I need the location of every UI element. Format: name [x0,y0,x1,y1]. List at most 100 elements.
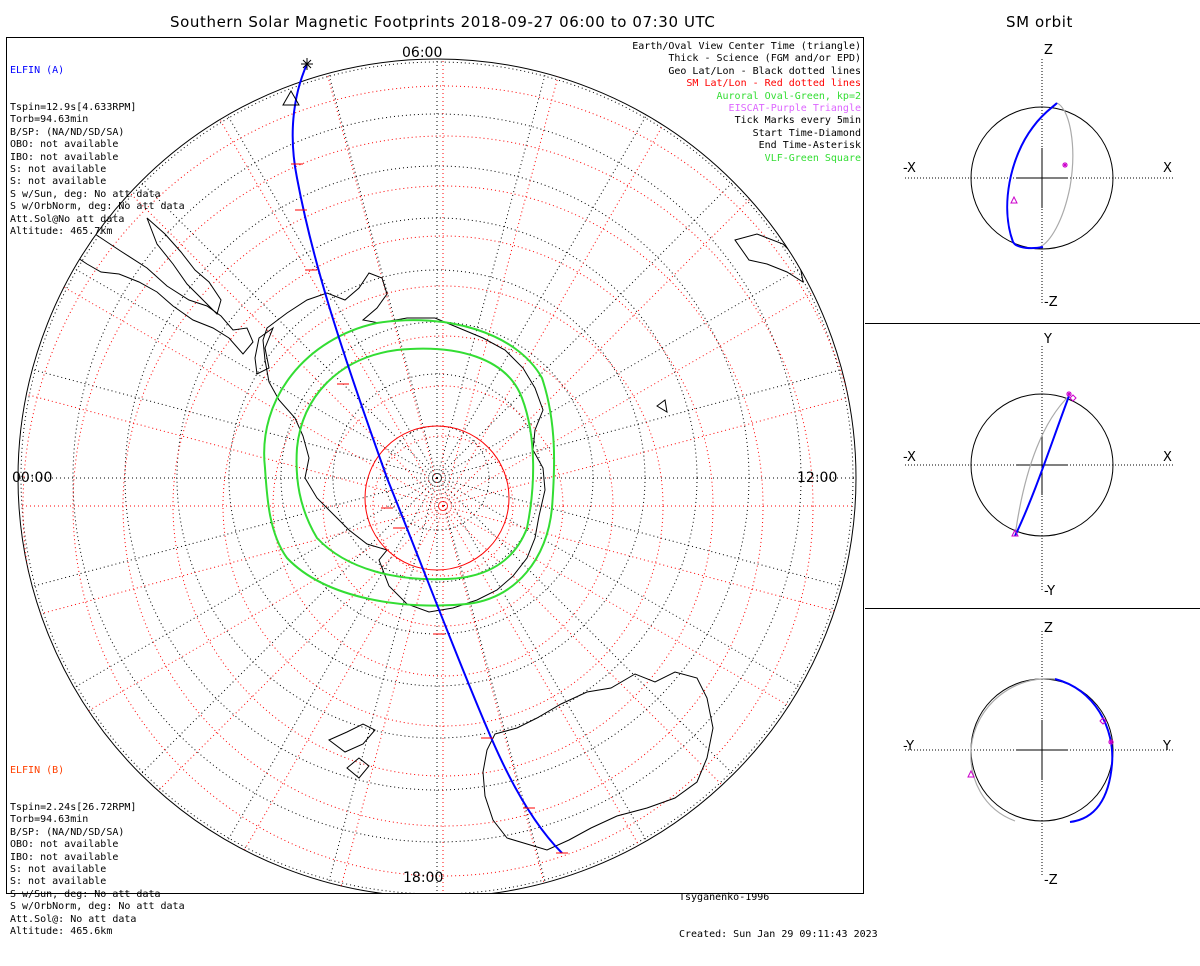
sm-lat-circle [272,335,614,677]
orbit-yz-plot [905,631,1175,877]
orbit-asterisk [1062,162,1068,168]
orbit-panel-yz: Z -Z -Y Y [865,608,1200,895]
orbit-gray [1039,102,1074,248]
geo-meridian [221,105,438,479]
orbit-triangle [1011,528,1019,537]
elfin-a-info-line: Att.Sol@No att data [10,213,125,225]
sm-meridian [442,505,856,626]
orbit-asterisk [1066,391,1072,397]
footer: Tsyganenko-1996 Created: Sun Jan 29 09:1… [679,867,878,966]
elfin-a-info-line: OBO: not available [10,139,119,151]
axis-right: X [1163,450,1172,465]
orbit-diamond [1069,394,1077,402]
elfin-b-info-line: Torb=94.63min [10,814,89,826]
legend-entry: End Time-Asterisk [758,140,861,152]
sm-meridian [442,505,769,832]
track-line [291,63,563,854]
orbit-gray [970,678,1056,822]
elfin-b-info-line: S: not available [10,864,107,876]
geo-meridian [325,477,438,893]
elfin-b-info-line: S w/Sun, deg: No att data [10,888,161,900]
elfin-a-info-line: S w/OrbNorm, deg: No att data [10,201,185,213]
elfin-a-lines: Tspin=12.9s[4.633RPM] Torb=94.63min B/SP: … [10,102,185,238]
geo-meridian [436,173,742,479]
legend: Earth/Oval View Center Time (triangle) Th… [632,41,861,165]
elfin-a-info-line: B/SP: (NA/ND/SD/SA) [10,126,125,138]
sm-meridian [323,505,444,893]
geo-meridian [221,477,438,851]
auroral-ovals [263,319,556,607]
elfin-a-info-line: Altitude: 465.7km [10,226,113,238]
geo-meridian [436,477,742,783]
sm-meridian [323,61,444,507]
elfin-b-info-line: OBO: not available [10,839,119,851]
sm-meridian [117,180,444,507]
sm-meridian [442,107,674,507]
sm-meridian [18,505,444,626]
legend-entry: Thick - Science (FGM and/or EPD) [668,53,861,65]
sm-meridian [442,505,563,893]
orbit-panel-xz: Z -Z -X X [865,37,1200,324]
axis-left: -X [903,161,916,176]
footprint-map [17,58,857,893]
axis-top: Y [1044,332,1052,347]
geo-meridian [436,477,549,893]
orbit-blue [1014,395,1070,537]
sm-meridian [442,505,674,893]
sm-meridian [442,275,842,507]
elfin-a-info-line: Tspin=12.9s[4.633RPM] [10,102,137,114]
elfin-b-info-line: S w/OrbNorm, deg: No att data [10,901,185,913]
sm-lat-circle [372,435,514,577]
elfin-a-info-line: S: not available [10,164,107,176]
legend-entry: Geo Lat/Lon - Black dotted lines [668,65,861,77]
sm-meridian [44,505,444,737]
geo-meridian [325,62,438,479]
elfin-b-info: ELFIN (B) Tspin=2.24s[26.72RPM] Torb=94.6… [10,740,185,963]
auroral-oval-inner [295,347,535,581]
hour-label-12: 12:00 [797,470,838,486]
elfin-b-info-line: B/SP: (NA/ND/SD/SA) [10,826,125,838]
legend-entry: SM Lat/Lon - Red dotted lines [686,78,861,90]
legend-entry: Start Time-Diamond [752,127,861,139]
sm-meridian [212,505,444,893]
orbit-xz-plot [905,59,1175,305]
axis-right: X [1163,161,1172,176]
map-outer-circle [17,58,857,893]
hour-label-06: 06:00 [402,45,443,61]
sm-meridian [212,107,444,507]
geo-meridian [64,262,438,479]
elfin-b-info-line: Att.Sol@: No att data [10,913,137,925]
axis-top: Z [1044,43,1053,58]
elfin-b-info-line: IBO: not available [10,851,119,863]
elfin-a-name: ELFIN (A) [10,64,65,76]
axis-left: -Y [903,739,915,754]
axis-bottom: -Z [1044,295,1058,310]
elfin-b-name: ELFIN (B) [10,764,65,776]
legend-entry: VLF-Green Square [764,152,861,164]
model-label: Tsyganenko-1996 [679,891,770,903]
elfin-b-info-line: Altitude: 465.6km [10,926,113,938]
plot-title: Southern Solar Magnetic Footprints 2018-… [170,13,716,31]
geo-meridian [436,477,653,851]
axis-left: -X [903,450,916,465]
orbit-gray [1014,395,1070,537]
legend-entry: Earth/Oval View Center Time (triangle) [632,41,861,52]
geo-meridian [64,477,438,694]
elfin-a-info-line: S w/Sun, deg: No att data [10,188,161,200]
orbit-blue [1006,102,1058,250]
hour-label-18: 18:00 [403,870,444,886]
orbit-triangle [1010,195,1018,204]
legend-entry: Tick Marks every 5min [734,115,861,127]
sm-meridian [117,505,444,832]
axis-bottom: -Z [1044,873,1058,888]
orbit-xy-plot [905,346,1175,592]
orbit-asterisk [1108,739,1114,745]
geo-meridian [436,477,810,694]
elfin-a-info-line: IBO: not available [10,151,119,163]
elfin-b-info-line: Tspin=2.24s[26.72RPM] [10,802,137,814]
hour-label-00: 00:00 [12,470,53,486]
sm-meridian [442,505,842,737]
sm-meridian [442,180,769,507]
legend-entry: EISCAT-Purple Triangle [728,103,861,115]
sm-lat-circle [72,135,814,877]
